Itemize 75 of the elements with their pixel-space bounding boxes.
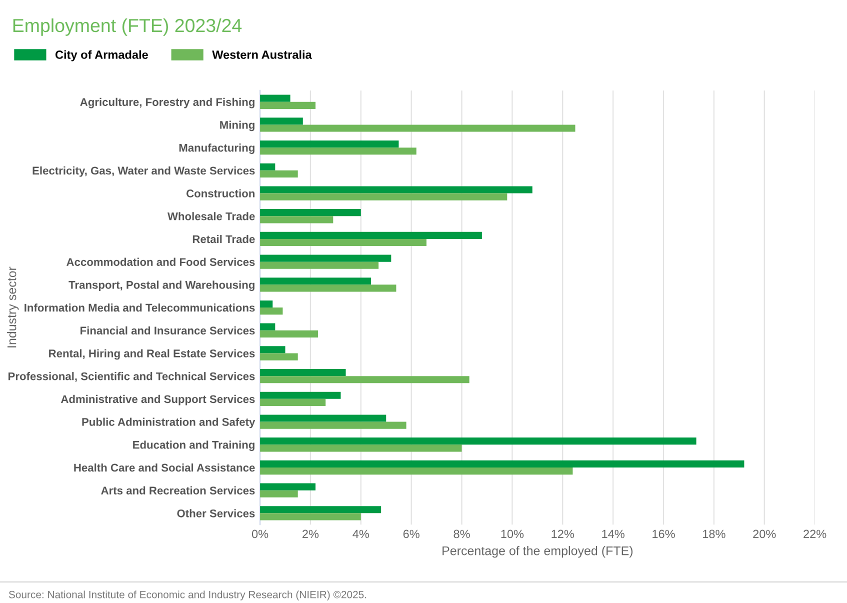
bar (260, 216, 334, 224)
bar (260, 346, 286, 354)
bar (260, 262, 379, 269)
bar (260, 369, 346, 376)
x-tick-label: 2% (302, 530, 319, 538)
x-tick-label: 8% (454, 530, 470, 538)
bar (260, 193, 508, 200)
y-tick-label: Rental, Hiring and Real Estate Services (49, 349, 255, 360)
bar (260, 238, 426, 246)
bar (260, 284, 396, 292)
bar (260, 300, 273, 308)
y-axis-title: Industry sector (7, 266, 19, 348)
y-tick-label: Health Care and Social Assistance (74, 463, 255, 472)
y-tick-label: Other Services (177, 509, 255, 518)
bar (260, 323, 276, 330)
y-tick-label: Public Administration and Safety (82, 418, 256, 428)
legend-label: City of Armadale (55, 50, 148, 62)
x-tick-label: 6% (403, 530, 420, 538)
bar (260, 148, 416, 155)
bar (260, 513, 361, 520)
bar (260, 490, 298, 498)
bar (260, 170, 298, 178)
bar (260, 353, 298, 360)
x-tick-label: 16% (652, 530, 675, 538)
y-tick-label: Mining (220, 120, 254, 132)
x-tick-label: 20% (753, 530, 776, 538)
y-tick-label: Administrative and Support Services (60, 394, 255, 406)
x-axis-title: Percentage of the employed (FTE) (442, 546, 633, 558)
x-tick-label: 18% (703, 530, 726, 538)
y-tick-label: Arts and Recreation Services (101, 486, 255, 494)
bar (260, 398, 326, 406)
bar (260, 232, 482, 239)
chart-title: Employment (FTE) 2023/24 (13, 18, 242, 36)
y-tick-label: Electricity, Gas, Water and Waste Services (32, 166, 255, 177)
y-tick-label: Financial and Insurance Services (80, 326, 255, 335)
x-tick-label: 12% (552, 530, 574, 538)
bar (260, 414, 386, 422)
y-tick-label: Retail Trade (192, 234, 255, 244)
bar (260, 460, 744, 468)
bar (260, 506, 382, 514)
source-note: Source: National Institute of Economic and Industry Research (NIEIR) ©2025. (8, 590, 366, 600)
y-tick-label: Professional, Scientific and Technical Services (8, 372, 255, 382)
bar (260, 209, 361, 216)
x-tick-label: 0% (252, 530, 268, 538)
y-tick-label: Accommodation and Food Services (66, 258, 255, 266)
bar (260, 467, 573, 475)
x-tick-label: 4% (352, 530, 370, 538)
x-tick-label: 10% (501, 530, 524, 538)
y-tick-label: Wholesale Trade (168, 212, 255, 220)
x-tick-label: 22% (804, 530, 826, 538)
bar (260, 376, 470, 384)
bar (260, 483, 316, 490)
bar (260, 186, 532, 194)
bar (260, 102, 316, 109)
y-tick-label: Transport, Postal and Warehousing (68, 280, 254, 292)
bar (260, 444, 462, 452)
y-tick-label: Education and Training (133, 440, 254, 452)
bar (260, 118, 303, 125)
bar (260, 422, 406, 429)
bar (260, 438, 696, 445)
y-tick-label: Information Media and Telecommunications (24, 304, 255, 312)
bar (260, 308, 283, 315)
x-tick-label: 14% (602, 530, 624, 538)
legend-label: Western Australia (212, 50, 312, 59)
bar (260, 94, 290, 102)
bar (260, 163, 276, 170)
bar (260, 140, 399, 148)
bar (260, 254, 392, 262)
bar (260, 330, 318, 338)
bar (260, 392, 341, 399)
y-tick-label: Agriculture, Forestry and Fishing (80, 98, 254, 108)
y-tick-label: Construction (186, 189, 254, 198)
bar (260, 124, 576, 132)
bar (260, 278, 371, 285)
y-tick-label: Manufacturing (179, 144, 254, 154)
